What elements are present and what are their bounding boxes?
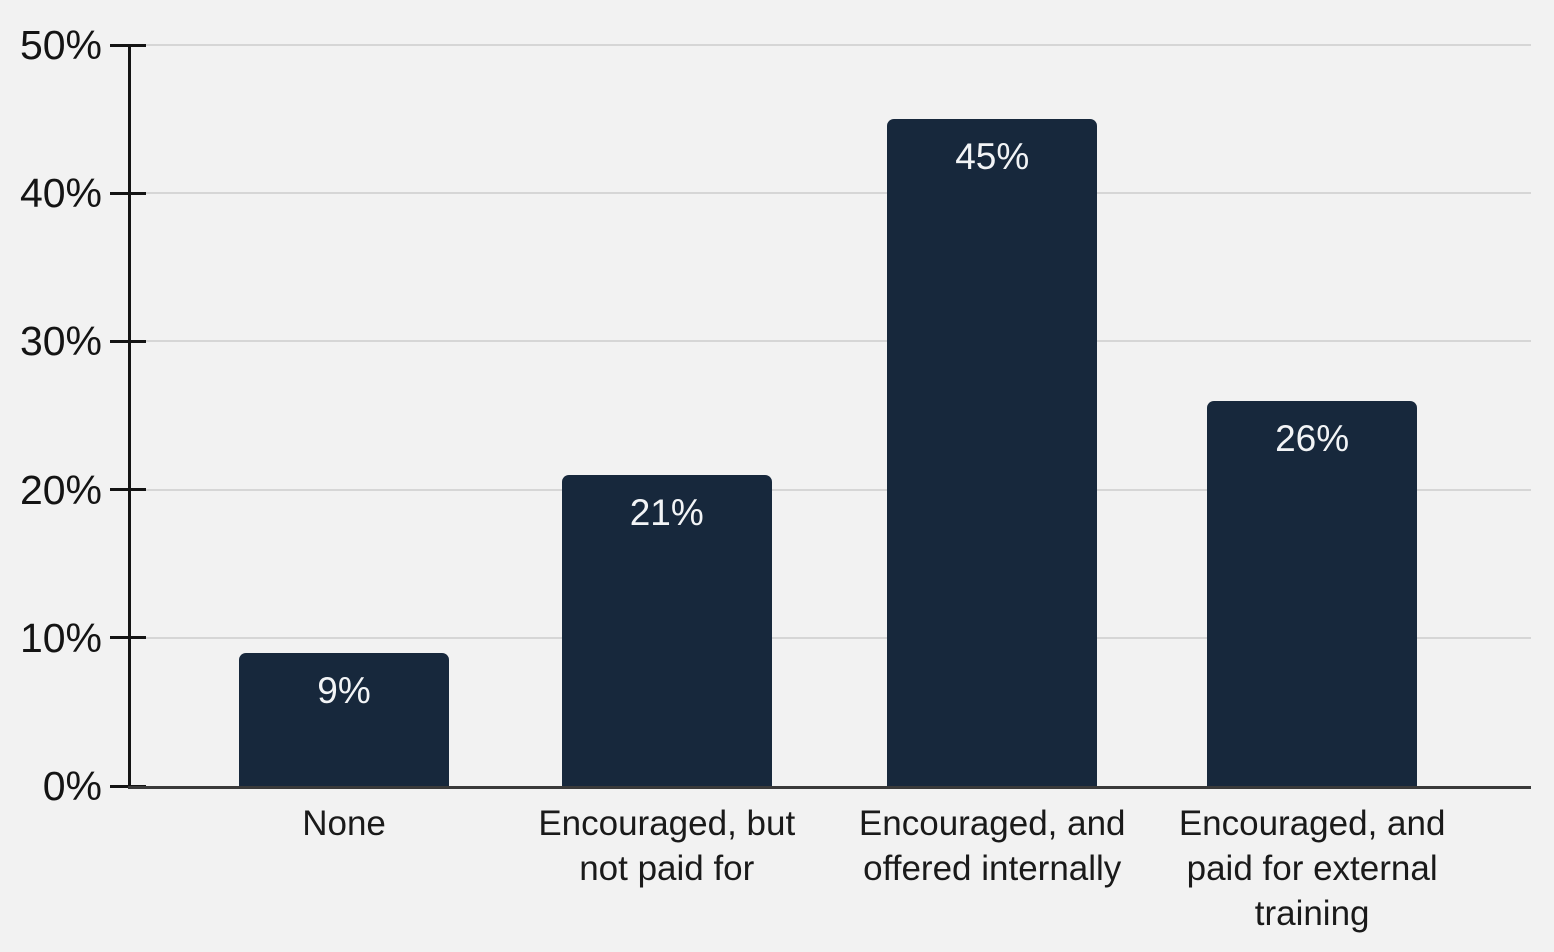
bar-4: 26%	[1207, 400, 1418, 786]
y-axis-label-20: 20%	[19, 466, 102, 513]
x-axis-label-1: None	[302, 804, 386, 843]
bar-value-label: 45%	[955, 136, 1030, 178]
y-axis-tick-40	[110, 191, 146, 195]
y-axis-label-50: 50%	[19, 22, 102, 68]
gridline-20	[130, 488, 1531, 491]
x-axis-label-2: Encouraged, but not paid for	[538, 804, 796, 888]
bar-value-label: 26%	[1275, 417, 1350, 459]
y-axis-tick-50	[110, 43, 146, 47]
y-axis-label-40: 40%	[19, 170, 102, 217]
x-axis-label-3: Encouraged, and offered internally	[858, 804, 1126, 888]
y-axis-label-0: 0%	[42, 763, 102, 809]
gridline-40	[130, 192, 1531, 195]
bar-3: 45%	[887, 119, 1098, 786]
bar-value-label: 21%	[629, 491, 704, 533]
gridline-30	[130, 340, 1531, 343]
bar-1: 9%	[239, 652, 450, 786]
gridline-50	[130, 44, 1531, 46]
y-axis-tick-10	[110, 636, 146, 640]
y-axis-line	[128, 45, 131, 789]
y-axis-tick-30	[110, 339, 146, 343]
bar-value-label: 9%	[317, 669, 371, 711]
x-axis-label-4: Encouraged, and paid for external training	[1178, 804, 1446, 933]
plot-area: 9% 21% 45% 26%	[110, 43, 1531, 789]
y-axis-label-10: 10%	[19, 614, 102, 661]
x-axis-line	[128, 786, 1531, 789]
bar-2: 21%	[561, 474, 772, 786]
gridline-10	[130, 636, 1531, 639]
y-axis-tick-20	[110, 488, 146, 492]
y-axis-label-30: 30%	[19, 318, 102, 365]
